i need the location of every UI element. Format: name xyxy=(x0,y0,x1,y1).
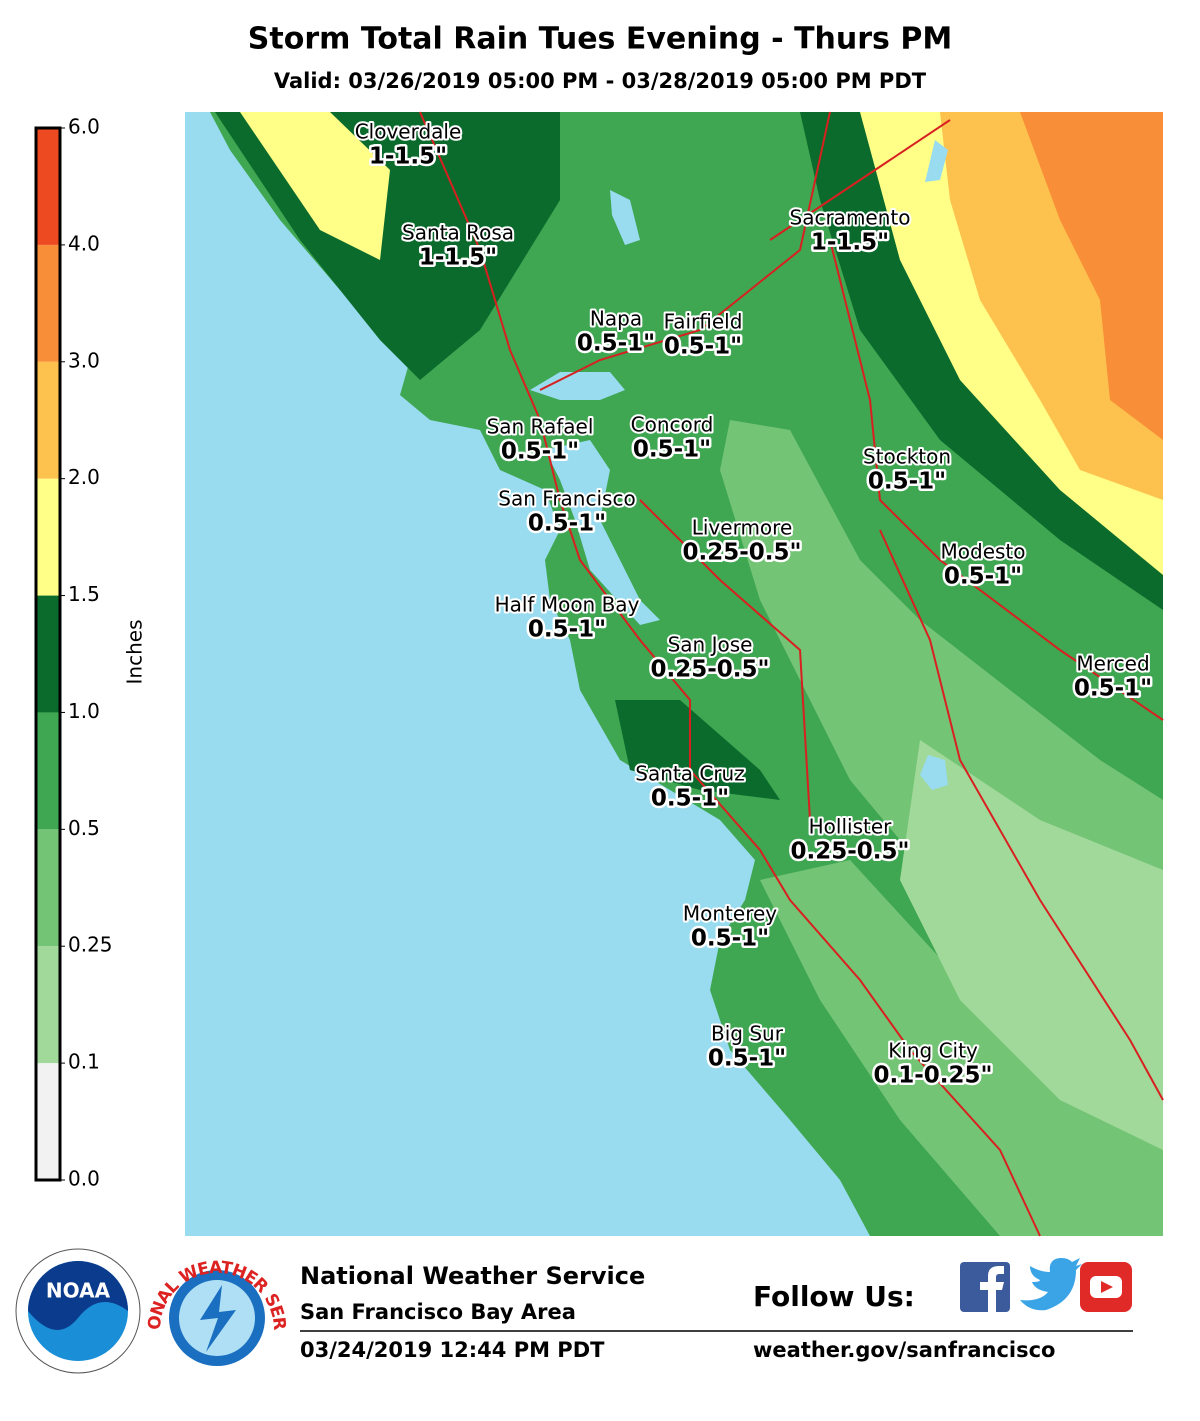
city-amount: 1-1.5" xyxy=(419,245,497,271)
city-amount: 0.25-0.5" xyxy=(682,540,801,566)
city-name: Fairfield xyxy=(664,310,743,334)
city-amount: 0.5-1" xyxy=(944,564,1022,590)
road xyxy=(769,119,951,241)
lake xyxy=(610,190,640,245)
city-name: King City xyxy=(888,1039,978,1063)
road xyxy=(829,239,1164,721)
city-amount: 0.5-1" xyxy=(664,334,742,360)
legend-tick-label: 4.0 xyxy=(68,231,100,255)
city-amount: 0.5-1" xyxy=(868,469,946,495)
noaa-text: NOAA xyxy=(46,1279,111,1303)
lake xyxy=(920,755,948,790)
city-name: Napa xyxy=(590,307,642,331)
legend-frame xyxy=(34,126,62,1182)
city-name: Modesto xyxy=(941,540,1026,564)
map xyxy=(185,111,1164,1237)
city-name: San Francisco xyxy=(498,487,635,511)
city-name: Cloverdale xyxy=(355,120,462,144)
city-amount: 0.5-1" xyxy=(528,617,606,643)
zone-light xyxy=(760,860,1163,1236)
city-amount: 0.5-1" xyxy=(577,331,655,357)
road xyxy=(639,499,811,821)
legend-tick-label: 0.25 xyxy=(68,933,113,957)
city-name: Hollister xyxy=(809,815,893,839)
legend-band xyxy=(36,946,60,1064)
zone-yellow-coast xyxy=(240,112,390,260)
title: Storm Total Rain Tues Evening - Thurs PM xyxy=(248,22,952,57)
city-amount: 0.5-1" xyxy=(1074,676,1152,702)
city-name: San Rafael xyxy=(487,415,594,439)
city-name: Sacramento xyxy=(790,206,911,230)
follow: Follow Us: xyxy=(753,1280,915,1313)
issued: 03/24/2019 12:44 PM PDT xyxy=(300,1338,605,1362)
city-amount: 1-1.5" xyxy=(369,144,447,170)
city-amount: 0.5-1" xyxy=(708,1046,786,1072)
youtube-play xyxy=(1101,1281,1113,1293)
legend-tick-label: 0.0 xyxy=(68,1167,100,1191)
legend-tick-label: 3.0 xyxy=(68,348,100,372)
city-amount: 0.5-1" xyxy=(501,439,579,465)
city-amount: 0.1-0.25" xyxy=(873,1063,992,1089)
legend-tick-label: 0.5 xyxy=(68,816,100,840)
facebook-glyph xyxy=(980,1266,1004,1312)
region: San Francisco Bay Area xyxy=(300,1300,576,1324)
legend-band xyxy=(36,595,60,713)
legend: Inches 0.0 0.1 0.25 0.5 1.0 1.5 2.0 3.0 4.0 6.0 xyxy=(34,115,147,1191)
city-name: Merced xyxy=(1076,652,1149,676)
city-amount: 0.25-0.5" xyxy=(650,657,769,683)
zone-dark xyxy=(615,700,780,800)
city-amount: 0.5-1" xyxy=(528,511,606,537)
city-amount: 0.25-0.5" xyxy=(790,839,909,865)
road xyxy=(419,111,1041,1237)
city-name: Livermore xyxy=(692,516,793,540)
office: National Weather Service xyxy=(300,1262,645,1290)
legend-band xyxy=(36,361,60,479)
bay xyxy=(530,372,625,400)
city-name: San Jose xyxy=(668,633,753,657)
city-amount: 1-1.5" xyxy=(811,230,889,256)
legend-tick-label: 1.0 xyxy=(68,699,100,723)
city-name: Half Moon Bay xyxy=(495,593,640,617)
legend-tick-label: 0.1 xyxy=(68,1050,100,1074)
zone-orange xyxy=(1020,112,1163,440)
city-name: Big Sur xyxy=(711,1022,784,1046)
bay xyxy=(545,440,660,625)
zone-lightest xyxy=(900,740,1163,1150)
legend-tick-label: 6.0 xyxy=(68,115,100,139)
city-amount: 0.5-1" xyxy=(651,786,729,812)
city-name: Monterey xyxy=(683,902,777,926)
noaa-logo: NOAA xyxy=(15,1248,141,1374)
legend-tick-label: 2.0 xyxy=(68,465,100,489)
lake xyxy=(925,140,948,182)
legend-title: Inches xyxy=(123,620,147,685)
city-name: Stockton xyxy=(863,445,951,469)
url[interactable]: weather.gov/sanfrancisco xyxy=(753,1338,1055,1362)
legend-band xyxy=(36,478,60,596)
road xyxy=(539,111,831,391)
city-amount: 0.5-1" xyxy=(633,437,711,463)
legend-band xyxy=(36,829,60,947)
twitter-icon[interactable] xyxy=(1020,1258,1082,1311)
legend-band xyxy=(36,128,60,245)
legend-band xyxy=(36,712,60,830)
legend-band xyxy=(36,1063,60,1180)
city-name: Concord xyxy=(631,413,714,437)
city-amount: 0.5-1" xyxy=(691,926,769,952)
subtitle: Valid: 03/26/2019 05:00 PM - 03/28/2019 … xyxy=(274,69,927,93)
city-name: Santa Rosa xyxy=(402,221,514,245)
legend-tick-label: 1.5 xyxy=(68,582,100,606)
legend-band xyxy=(36,244,60,362)
city-name: Santa Cruz xyxy=(635,762,744,786)
road xyxy=(879,529,1164,1101)
